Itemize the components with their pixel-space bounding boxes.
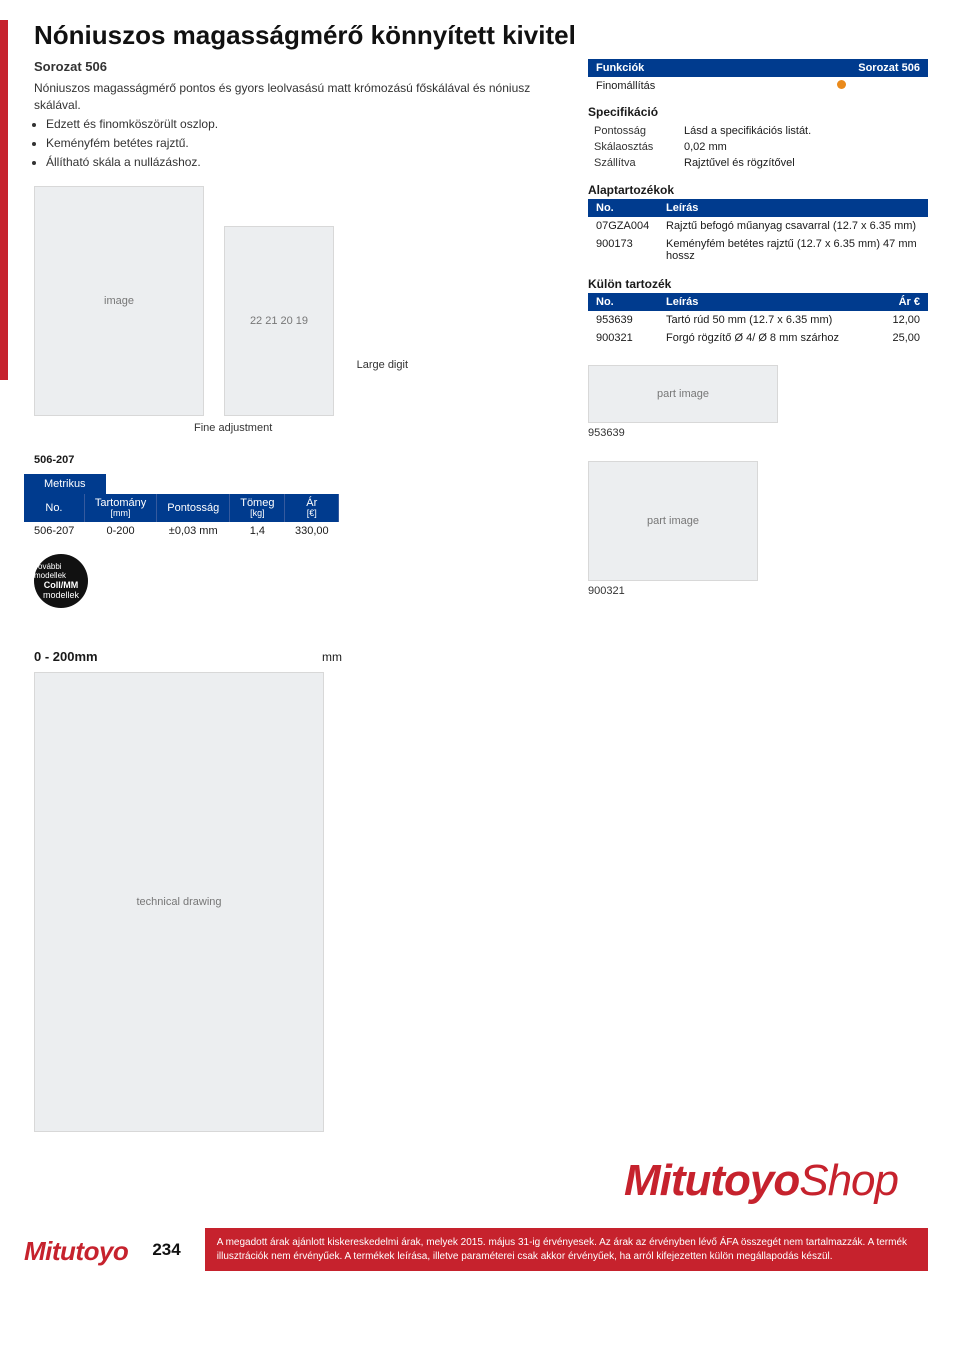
models-badge: További modellek Coll/MM modellek bbox=[34, 554, 88, 608]
dim-unit: mm bbox=[322, 650, 342, 664]
optional-acc-table: No. Leírás Ár € 953639Tartó rúd 50 mm (1… bbox=[588, 293, 928, 347]
description: Nóniuszos magasságmérő pontos és gyors l… bbox=[34, 80, 560, 115]
caption-fine-adjustment: Fine adjustment bbox=[194, 422, 560, 434]
badge-mid: Coll/MM bbox=[44, 580, 79, 590]
page-title: Nóniuszos magasságmérő könnyített kivite… bbox=[34, 20, 928, 51]
badge-top: További modellek bbox=[34, 562, 88, 580]
status-dot-icon bbox=[837, 80, 846, 89]
product-image-scale: 22 21 20 19 Large digit bbox=[224, 226, 334, 416]
funk-header-l: Funkciók bbox=[588, 59, 755, 77]
bullet: Edzett és finomköszörült oszlop. bbox=[46, 115, 560, 134]
spec-row: SzállítvaRajztűvel és rögzítővel bbox=[588, 155, 928, 171]
part-image-953639: part image bbox=[588, 365, 778, 423]
bullet: Keményfém betétes rajztű. bbox=[46, 134, 560, 153]
functions-table: Funkciók Sorozat 506 Finomállítás bbox=[588, 59, 928, 95]
spec-heading: Specifikáció bbox=[588, 105, 928, 119]
part-image-900321: part image bbox=[588, 461, 758, 581]
part-code-2: 900321 bbox=[588, 585, 928, 597]
th-price: Ár[€] bbox=[285, 494, 339, 522]
th-range: Tartomány[mm] bbox=[84, 494, 156, 522]
table-row: 900321Forgó rögzítő Ø 4/ Ø 8 mm szárhoz2… bbox=[588, 329, 928, 347]
table-row: 953639Tartó rúd 50 mm (12.7 x 6.35 mm)12… bbox=[588, 311, 928, 329]
table-row: 07GZA004Rajztű befogó műanyag csavarral … bbox=[588, 217, 928, 235]
part-code-1: 953639 bbox=[588, 427, 928, 439]
table-row: 900173Keményfém betétes rajztű (12.7 x 6… bbox=[588, 235, 928, 265]
footer-note: A megadott árak ajánlott kiskereskedelmi… bbox=[205, 1228, 928, 1271]
dimension-drawing: technical drawing bbox=[34, 672, 324, 1132]
standard-acc-heading: Alaptartozékok bbox=[588, 183, 928, 197]
feature-bullets: Edzett és finomköszörült oszlop. Keményf… bbox=[46, 115, 560, 173]
dim-title: 0 - 200mm bbox=[34, 649, 98, 664]
funk-header-r: Sorozat 506 bbox=[755, 59, 928, 77]
optional-acc-heading: Külön tartozék bbox=[588, 277, 928, 291]
badge-sub: modellek bbox=[43, 590, 79, 600]
table-row: 506-207 0-200 ±0,03 mm 1,4 330,00 bbox=[24, 522, 339, 540]
th-accuracy: Pontosság bbox=[157, 494, 230, 522]
product-image-main: image bbox=[34, 186, 204, 416]
th-no: No. bbox=[24, 494, 84, 522]
th-mass: Tömeg[kg] bbox=[230, 494, 285, 522]
metrikus-tab: Metrikus bbox=[24, 474, 106, 494]
bullet: Állítható skála a nullázáshoz. bbox=[46, 153, 560, 172]
left-column: Sorozat 506 Nóniuszos magasságmérő ponto… bbox=[24, 59, 560, 1132]
spec-row: Skálaosztás0,02 mm bbox=[588, 139, 928, 155]
mitutoyo-logo: Mitutoyo bbox=[24, 1228, 128, 1267]
series-subtitle: Sorozat 506 bbox=[34, 59, 560, 74]
brand-shop-logo: MitutoyoShop bbox=[24, 1156, 928, 1206]
right-column: Funkciók Sorozat 506 Finomállítás Specif… bbox=[588, 59, 928, 1132]
footer: Mitutoyo 234 A megadott árak ajánlott ki… bbox=[24, 1228, 928, 1285]
caption-large-digit: Large digit bbox=[357, 359, 408, 371]
spec-row: PontosságLásd a specifikációs listát. bbox=[588, 123, 928, 139]
standard-acc-table: No. Leírás 07GZA004Rajztű befogó műanyag… bbox=[588, 199, 928, 265]
spec-table: PontosságLásd a specifikációs listát. Sk… bbox=[588, 123, 928, 171]
red-sidebar-stripe bbox=[0, 20, 8, 380]
product-code-small: 506-207 bbox=[34, 454, 560, 466]
page-number: 234 bbox=[152, 1228, 180, 1260]
main-spec-table: No. Tartomány[mm] Pontosság Tömeg[kg] Ár… bbox=[24, 494, 339, 540]
funk-row: Finomállítás bbox=[588, 77, 928, 95]
